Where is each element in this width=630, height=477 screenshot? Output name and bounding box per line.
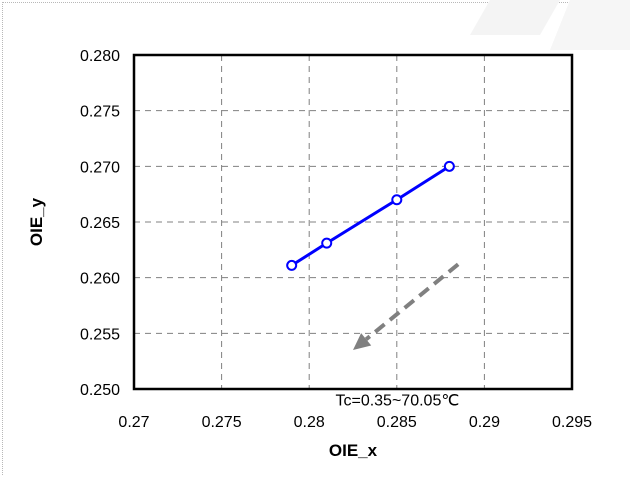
arrow-head — [353, 333, 372, 351]
x-tick-labels: 0.27 0.275 0.28 0.285 0.29 0.295 — [118, 414, 592, 431]
trend-arrow — [353, 262, 460, 351]
x-tick-label: 0.295 — [552, 414, 592, 431]
y-tick-label: 0.265 — [80, 215, 120, 232]
x-tick-label: 0.285 — [377, 414, 417, 431]
plot-area — [132, 53, 574, 391]
y-tick-label: 0.260 — [80, 271, 120, 288]
series — [286, 160, 455, 271]
arrow-shaft — [364, 262, 460, 341]
y-axis-label: OIE_y — [27, 197, 46, 246]
watermark-logo — [470, 0, 630, 50]
y-tick-label: 0.250 — [80, 382, 120, 399]
x-tick-label: 0.28 — [294, 414, 325, 431]
data-point — [391, 194, 403, 206]
y-tick-labels: 0.250 0.255 0.260 0.265 0.270 0.275 0.280 — [80, 48, 120, 399]
x-tick-label: 0.275 — [202, 414, 242, 431]
y-tick-label: 0.255 — [80, 326, 120, 343]
series-line — [290, 165, 451, 267]
y-tick-label: 0.275 — [80, 104, 120, 121]
x-tick-label: 0.29 — [469, 414, 500, 431]
grid — [134, 55, 572, 389]
y-tick-label: 0.280 — [80, 48, 120, 65]
data-point — [443, 160, 455, 172]
annotation-label: Tc=0.35~70.05℃ — [335, 393, 459, 410]
x-tick-label: 0.27 — [118, 414, 149, 431]
x-axis-label: OIE_x — [329, 441, 378, 460]
y-tick-label: 0.270 — [80, 159, 120, 176]
data-point — [321, 237, 333, 249]
data-point — [286, 259, 298, 271]
